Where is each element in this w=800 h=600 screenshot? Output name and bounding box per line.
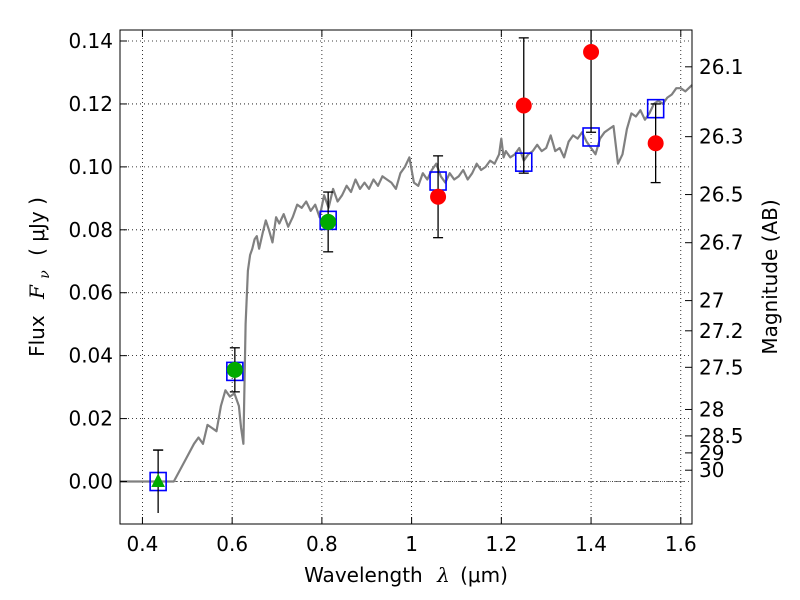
x-tick-label: 0.8 (306, 532, 338, 556)
x-axis-label-symbol: λ (436, 563, 450, 587)
observed-optical-point (226, 361, 243, 378)
y-tick-label: 0.04 (68, 344, 113, 368)
y2-tick-label: 28.5 (699, 424, 744, 448)
model-sed-curve (120, 84, 693, 483)
y-axis-label-symbol: F (25, 284, 49, 300)
y2-tick-label: 26.5 (699, 183, 744, 207)
x-tick-label: 0.6 (216, 532, 248, 556)
y-tick-label: 0.02 (68, 407, 113, 431)
y-tick-label: 0.08 (68, 218, 113, 242)
y-tick-label: 0.10 (68, 155, 113, 179)
y2-tick-label: 28 (699, 397, 724, 421)
x-tick-label: 1.2 (485, 532, 517, 556)
x-axis-label-unit: (μm) (460, 563, 508, 587)
observed-nir-point (583, 44, 600, 61)
y2-tick-label: 26.3 (699, 125, 744, 149)
observed-optical-point (320, 213, 337, 230)
y-axis-ticks: 0.00 0.02 0.04 0.06 0.08 0.10 0.12 0.14 (68, 29, 127, 494)
x-tick-label: 0.4 (127, 532, 159, 556)
observed-nir-point (515, 97, 532, 114)
x-axis-ticks: 0.4 0.6 0.8 1 1.2 1.4 1.6 (127, 30, 697, 556)
y-tick-label: 0.14 (68, 29, 113, 53)
observed-nir-point (647, 135, 664, 152)
y2-tick-label: 30 (699, 458, 724, 482)
y-axis-label: Flux F ν ( μJy ) (25, 197, 54, 357)
x-tick-label: 1.4 (575, 532, 607, 556)
x-axis-label: Wavelength λ (μm) (304, 563, 508, 587)
x-tick-label: 1 (405, 532, 418, 556)
observed-nir-point (430, 188, 447, 205)
y-tick-label: 0.12 (68, 92, 113, 116)
y-axis-label-unit: ( μJy ) (25, 197, 49, 256)
grid-lines (120, 30, 692, 524)
right-axis-label: Magnitude (AB) (758, 199, 782, 354)
y2-tick-label: 27 (699, 289, 724, 313)
y-tick-label: 0.00 (68, 470, 113, 494)
y2-tick-label: 26.1 (699, 55, 744, 79)
observed-limit-triangle (151, 473, 165, 488)
y2-tick-label: 27.5 (699, 355, 744, 379)
y2-tick-label: 27.2 (699, 319, 744, 343)
y2-tick-label: 26.7 (699, 231, 744, 255)
x-axis-label-text: Wavelength (304, 563, 423, 587)
plot-area (120, 30, 693, 513)
y-axis-label-subscript: ν (37, 270, 53, 279)
axes-frame (119, 29, 693, 525)
y-tick-label: 0.06 (68, 281, 113, 305)
x-tick-label: 1.6 (665, 532, 697, 556)
y-axis-label-text: Flux (25, 315, 49, 357)
y2-tick-label: 29 (699, 441, 724, 465)
